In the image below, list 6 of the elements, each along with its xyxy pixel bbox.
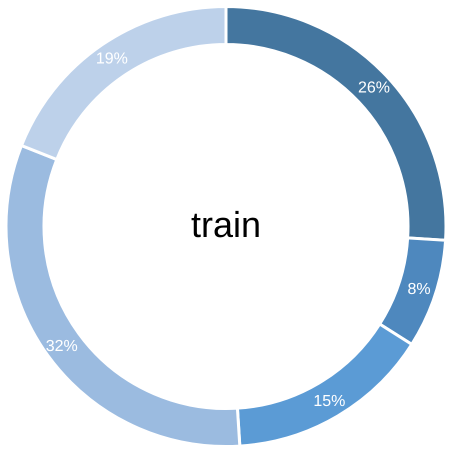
data-label: 8% bbox=[408, 281, 431, 298]
data-label: 15% bbox=[313, 393, 346, 410]
text: train bbox=[190, 204, 262, 245]
data-label: 32% bbox=[46, 338, 78, 355]
data-label: 26% bbox=[358, 80, 390, 97]
data-label: 19% bbox=[96, 50, 128, 68]
